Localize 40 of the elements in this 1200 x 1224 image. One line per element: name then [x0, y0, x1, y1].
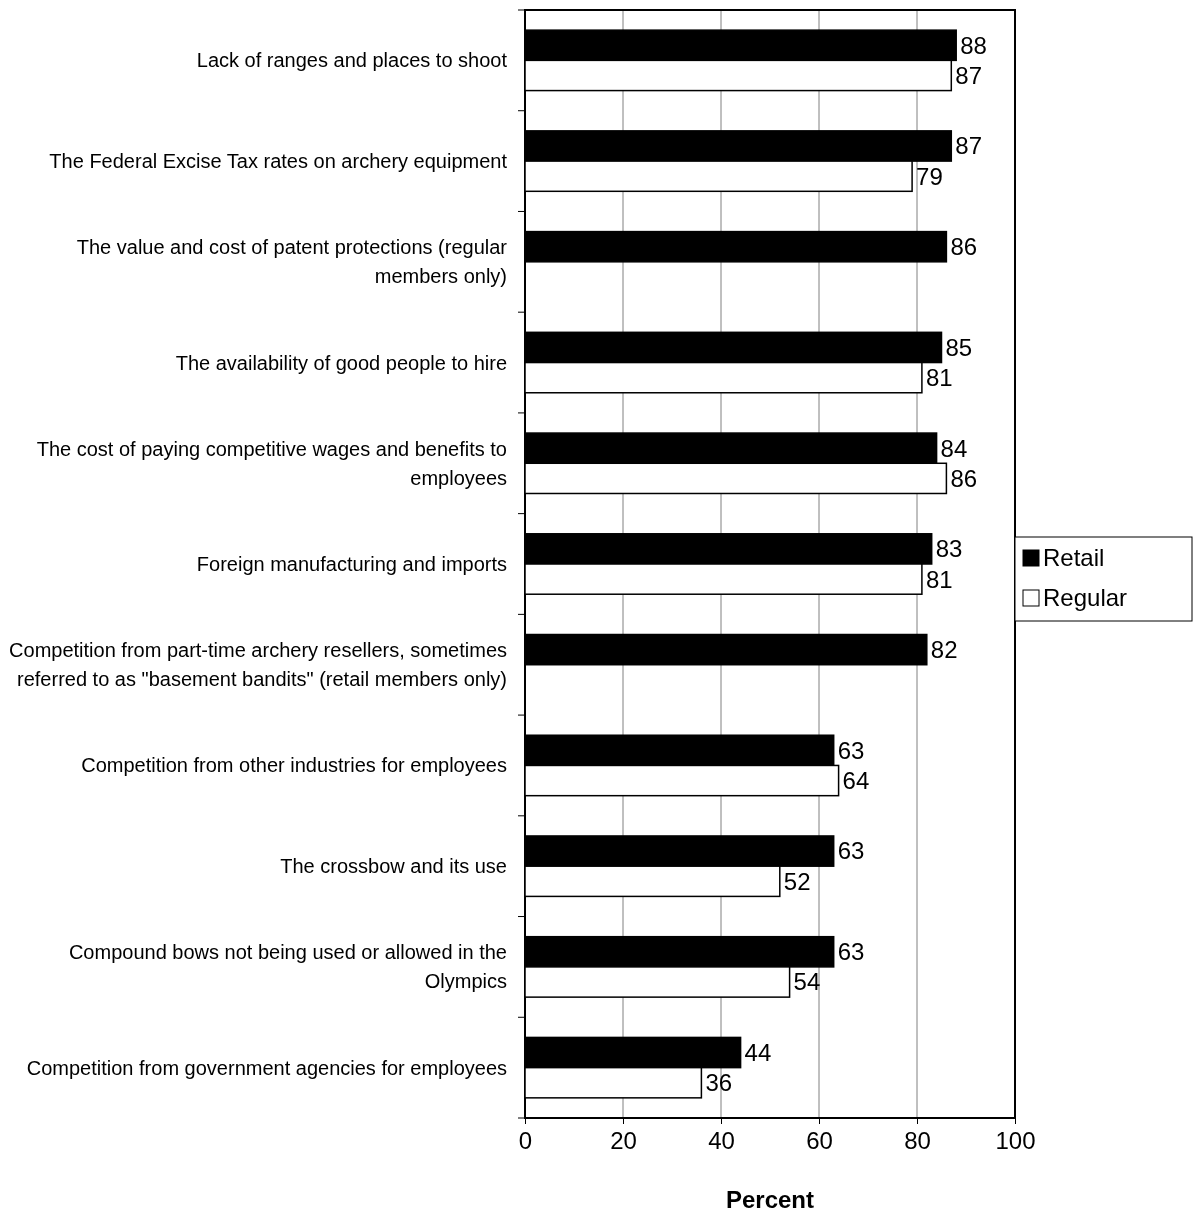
data-label: 81 — [925, 565, 953, 593]
data-label: 82 — [930, 636, 958, 664]
data-label: 63 — [837, 736, 865, 764]
data-label: 84 — [940, 434, 968, 462]
data-label: 85 — [945, 333, 973, 361]
data-label: 86 — [950, 233, 978, 261]
data-label: 88 — [960, 31, 987, 59]
y-tick-label: Foreign manufacturing and imports — [196, 553, 507, 575]
y-tick-label: The value and cost of patent protections (regular members only) — [76, 236, 508, 288]
data-label: 86 — [950, 464, 978, 492]
y-tick-label: Competition from other industries for employees — [81, 754, 507, 777]
y-tick-label: The crossbow and its use — [280, 855, 507, 878]
data-label: 52 — [783, 867, 811, 895]
x-tick-label: 100 — [995, 1127, 1036, 1155]
data-label: 83 — [935, 535, 963, 563]
y-tick-label: Lack of ranges and places to shoot — [196, 49, 508, 72]
data-label: 87 — [955, 61, 982, 89]
data-label: 81 — [925, 364, 953, 392]
x-tick-label: 0 — [518, 1127, 533, 1155]
y-tick-label: Compound bows not being used or allowed in the Olympics — [68, 941, 507, 993]
y-tick-label: The Federal Excise Tax rates on archery equipment — [49, 150, 508, 173]
legend-label: Retail — [1043, 544, 1105, 572]
x-tick-label: 20 — [610, 1127, 637, 1155]
x-axis-title: Percent — [725, 1186, 815, 1213]
data-label: 54 — [793, 968, 821, 996]
x-tick-label: 40 — [708, 1127, 735, 1155]
y-tick-label: Competition from part-time archery resellers, sometimes referred to as "basement bandits" (retail members only) — [9, 639, 507, 691]
data-label: 87 — [955, 132, 982, 160]
data-label: 44 — [744, 1038, 772, 1066]
x-tick-label: 80 — [904, 1127, 931, 1155]
data-label: 63 — [837, 837, 865, 865]
y-tick-label: Competition from government agencies for employees — [26, 1056, 507, 1079]
data-label: 63 — [837, 938, 865, 966]
data-label: 36 — [705, 1069, 733, 1097]
legend-label: Regular — [1043, 584, 1128, 612]
data-label: 79 — [916, 162, 943, 190]
y-tick-label: The availability of good people to hire — [175, 351, 507, 374]
y-tick-label: The cost of paying competitive wages and benefits to employees — [36, 437, 507, 489]
x-tick-label: 60 — [806, 1127, 833, 1155]
data-label: 64 — [842, 766, 870, 794]
